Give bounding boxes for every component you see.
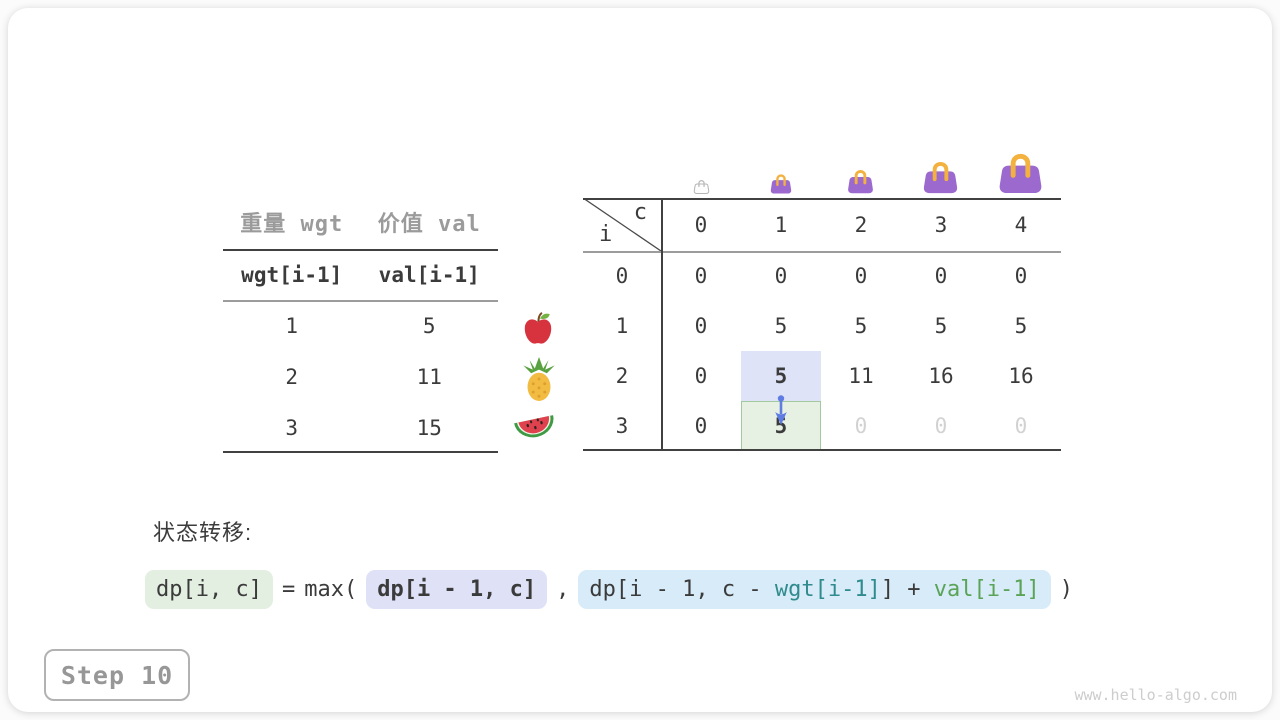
bag-capacity-2-icon: [846, 167, 875, 199]
card: 重量 wgt 价值 val wgt[i-1] val[i-1] 1 5 2 11…: [8, 8, 1272, 712]
item-table-index-rule: [223, 300, 498, 302]
formula-equals: =: [281, 576, 296, 602]
dp-row-header-1: 1: [615, 314, 629, 338]
bag-capacity-4-icon: [996, 149, 1045, 199]
formula-lhs-chip: dp[i, c]: [145, 569, 273, 609]
formula-candidate2-chip: dp[i - 1, c - wgt[i-1]] + val[i-1]: [578, 569, 1051, 609]
dp-cell-2-1-source-highlight: 5: [741, 351, 821, 401]
formula-max-open: max(: [304, 576, 358, 602]
item-row-1-weight: 1: [285, 313, 299, 338]
dp-cell-2-4: 16: [1008, 364, 1034, 388]
dp-cell-0-1: 0: [774, 264, 788, 288]
diagonal-divider: [583, 198, 661, 251]
dp-col-header-4: 4: [1014, 212, 1028, 237]
formula-candidate2-mid: ] +: [880, 576, 934, 602]
dp-row-variable: i: [599, 222, 613, 247]
dp-table-header-rule: [583, 251, 1061, 253]
dp-cell-1-1: 5: [774, 314, 788, 338]
dp-cell-1-0: 0: [694, 314, 708, 338]
item-table-index-val: val[i-1]: [378, 262, 480, 287]
dp-col-header-2: 2: [854, 212, 868, 237]
dp-table-bottom-rule: [583, 449, 1061, 451]
dp-row-header-0: 0: [615, 264, 629, 288]
item-row-2-weight: 2: [285, 364, 299, 389]
dp-col-header-0: 0: [694, 212, 708, 237]
dp-table-vertical-rule: [661, 198, 663, 451]
bag-capacity-0-icon: [693, 178, 710, 199]
formula-candidate2-val: val[i-1]: [933, 576, 1040, 602]
formula-candidate2-prefix: dp[i - 1, c -: [589, 576, 775, 602]
dp-cell-0-0: 0: [694, 264, 708, 288]
dp-cell-0-2: 0: [854, 264, 868, 288]
dp-cell-1-4: 5: [1014, 314, 1028, 338]
dp-cell-3-4: 0: [1014, 414, 1028, 438]
step-indicator: Step 10: [44, 649, 190, 701]
apple-icon: [521, 310, 555, 351]
dp-cell-2-0: 0: [694, 364, 708, 388]
item-weight-value-table: 重量 wgt 价值 val wgt[i-1] val[i-1] 1 5 2 11…: [223, 194, 498, 453]
state-transition-label: 状态转移:: [153, 520, 253, 545]
dp-cell-0-3: 0: [934, 264, 948, 288]
item-table-header-weight: 重量 wgt: [240, 211, 344, 237]
dp-cell-2-3: 16: [928, 364, 954, 388]
formula-close-paren: ): [1059, 576, 1074, 602]
item-row-2-value: 11: [416, 364, 442, 389]
dp-row-header-2: 2: [615, 364, 629, 388]
dp-matrix-table: c i 0 1 2 3 4 0 0 0 0 0 0 1 0 5 5 5 5 2 …: [583, 198, 1061, 451]
watermelon-icon: [513, 410, 559, 451]
item-row-3-value: 15: [416, 415, 442, 440]
dp-corner-cell: c i: [583, 198, 661, 251]
item-table-bottom-rule: [223, 451, 498, 453]
bag-capacity-3-icon: [921, 158, 960, 199]
item-table-header-value: 价值 val: [377, 211, 481, 237]
item-row-1-value: 5: [422, 313, 436, 338]
dp-cell-3-3: 0: [934, 414, 948, 438]
dp-col-header-3: 3: [934, 212, 948, 237]
dp-cell-1-3: 5: [934, 314, 948, 338]
item-row-3-weight: 3: [285, 415, 299, 440]
dp-cell-3-0: 0: [694, 414, 708, 438]
item-table-index-wgt: wgt[i-1]: [241, 262, 343, 287]
state-transition-formula: dp[i, c] = max( dp[i - 1, c] , dp[i - 1,…: [145, 566, 1073, 612]
item-table-header-rule: [223, 249, 498, 251]
dp-col-variable: c: [633, 200, 647, 225]
dp-cell-1-2: 5: [854, 314, 868, 338]
dp-cell-0-4: 0: [1014, 264, 1028, 288]
formula-comma: ,: [556, 576, 570, 602]
bag-capacity-1-icon: [769, 172, 793, 199]
dp-cell-2-2: 11: [848, 364, 874, 388]
step-indicator-label: Step 10: [60, 660, 174, 690]
transition-arrow-icon: [774, 395, 788, 431]
pineapple-icon: [521, 356, 557, 407]
dp-col-header-1: 1: [774, 212, 788, 237]
formula-candidate2-wgt: wgt[i-1]: [774, 576, 881, 602]
dp-cell-3-2: 0: [854, 414, 868, 438]
formula-candidate1-chip: dp[i - 1, c]: [366, 569, 548, 609]
site-watermark: www.hello-algo.com: [1074, 686, 1237, 704]
dp-row-header-3: 3: [615, 414, 629, 438]
dp-table-top-rule: [583, 198, 1061, 200]
